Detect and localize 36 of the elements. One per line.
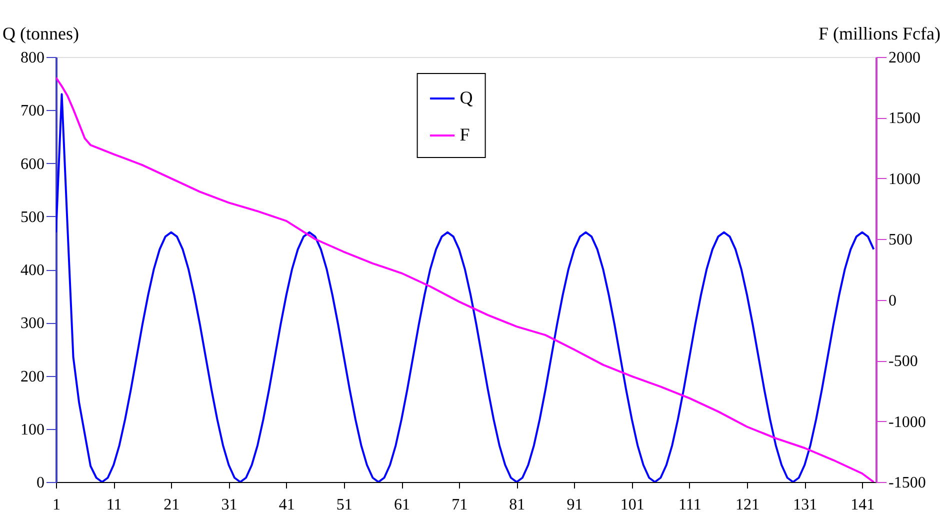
y-tick-label: 200 — [20, 368, 44, 386]
y-tick-label: 400 — [20, 262, 44, 279]
x-tick-label: 21 — [164, 496, 180, 514]
y2-tick-label: 1000 — [888, 170, 920, 188]
y-tick-label: 800 — [20, 50, 44, 66]
x-tick-label: 11 — [106, 496, 122, 514]
y-tick-label: 100 — [20, 421, 44, 438]
y2-tick-label: 2000 — [888, 50, 920, 66]
x-tick-label: 1 — [52, 496, 60, 514]
x-tick-label: 101 — [620, 496, 644, 514]
x-tick-label: 81 — [509, 496, 526, 514]
x-tick-label: 41 — [278, 496, 295, 514]
x-tick-label: 111 — [678, 496, 702, 514]
y2-tick-label: 0 — [888, 292, 896, 310]
y2-tick-label: -1000 — [888, 414, 926, 431]
x-tick-label: 91 — [566, 496, 583, 514]
y2-axis-title: F (millions Fcfa) — [818, 24, 940, 44]
x-tick-label: 31 — [221, 496, 238, 514]
x-tick-label: 71 — [452, 496, 468, 514]
y2-tick-label: -500 — [888, 353, 918, 370]
x-tick-label: 141 — [850, 496, 875, 514]
y2-tick-label: 500 — [888, 232, 912, 249]
y2-tick-label: 1500 — [888, 110, 920, 128]
legend-label: Q — [460, 88, 473, 108]
y-tick-label: 300 — [20, 315, 44, 332]
x-tick-label: 61 — [394, 496, 410, 514]
x-tick-label: 131 — [793, 496, 818, 514]
x-tick-label: 121 — [736, 496, 760, 514]
y-tick-label: 0 — [36, 474, 44, 492]
x-tick-label: 51 — [336, 496, 352, 514]
y-axis-title: Q (tonnes) — [2, 24, 79, 44]
y2-tick-label: -1500 — [888, 474, 926, 492]
y-tick-label: 600 — [20, 156, 44, 173]
y-tick-label: 500 — [20, 208, 44, 226]
y-tick-label: 700 — [20, 102, 44, 120]
legend-label: F — [460, 124, 470, 144]
